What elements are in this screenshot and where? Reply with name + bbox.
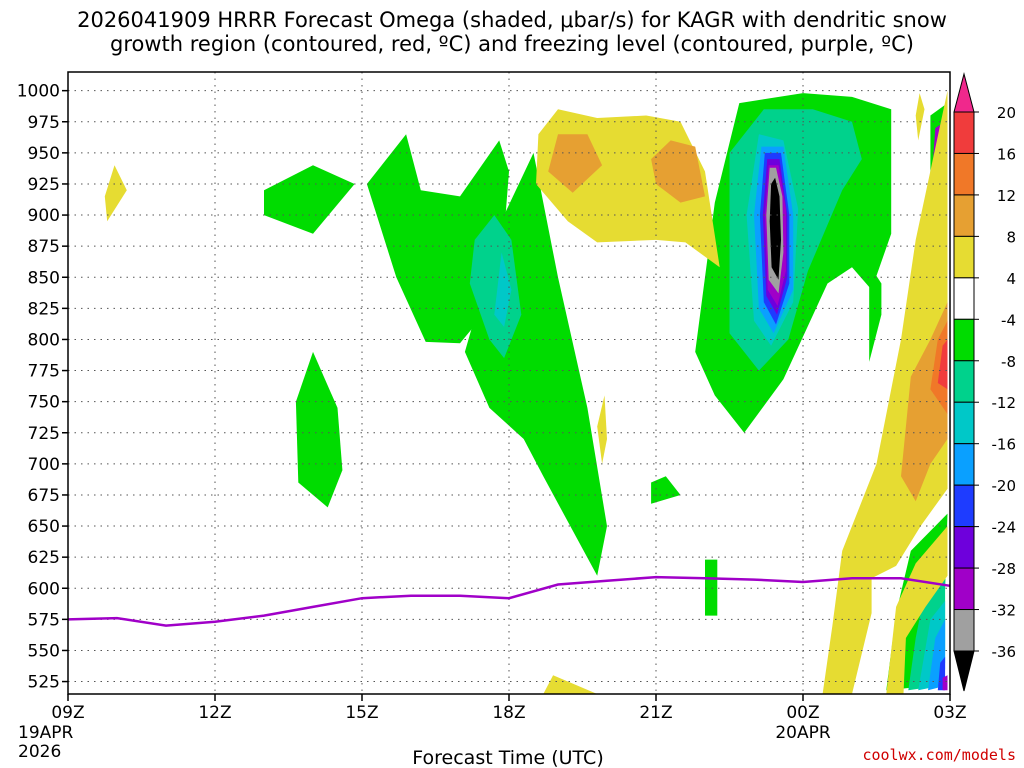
colorbar-tick-label: -4	[1001, 311, 1016, 329]
omega-yellow-f	[886, 526, 948, 694]
y-tick-label: 700	[28, 455, 60, 475]
x-tick-label: 21Z	[639, 703, 672, 723]
colorbar-tick-label: 16	[997, 145, 1016, 163]
y-tick-label: 875	[28, 237, 60, 257]
omega-shading	[104, 90, 948, 694]
y-tick-label: 900	[28, 206, 60, 226]
x-tick-label: 15Z	[345, 703, 378, 723]
x-tick-label: 03Z	[933, 703, 966, 723]
omega-red	[937, 339, 948, 390]
omega-redorange	[560, 140, 571, 172]
omega-dkorange	[930, 320, 948, 415]
chart-title-line-1: 2026041909 HRRR Forecast Omega (shaded, …	[77, 8, 947, 32]
colorbar-tick-label: -20	[992, 477, 1017, 495]
colorbar-tick-label: 4	[1006, 270, 1016, 288]
omega-teal-a	[469, 215, 522, 359]
colorbar-swatch	[953, 526, 975, 569]
y-tick-label: 1000	[17, 82, 60, 102]
colorbar-swatch	[953, 360, 975, 403]
colorbar-swatch	[953, 277, 975, 320]
y-tick-label: 775	[28, 362, 60, 382]
y-axis: 525 550 575 600 625 650 675 700 725 750 775 800 825 8…	[17, 82, 68, 693]
contour-lines	[67, 575, 951, 627]
colorbar-tick-label: -16	[992, 436, 1017, 454]
colorbar-swatch	[953, 567, 975, 611]
y-tick-label: 825	[28, 299, 60, 319]
omega-orange-b	[651, 140, 705, 203]
colorbar-swatch	[953, 318, 975, 362]
gridlines	[67, 72, 951, 694]
y-tick-label: 850	[28, 268, 60, 288]
y-tick-label: 750	[28, 393, 60, 413]
omega-yellow-c	[597, 395, 607, 464]
colorbar-swatch	[953, 152, 975, 196]
colorbar-tick-label: -36	[992, 643, 1017, 661]
y-tick-label: 950	[28, 144, 60, 164]
colorbar-bottom-arrow	[953, 650, 975, 692]
colorbar-swatch	[953, 443, 975, 486]
colorbar-swatch	[953, 609, 975, 652]
colorbar-tick-label: -8	[1001, 353, 1016, 371]
x-tick-label: 12Z	[198, 703, 231, 723]
omega-green-a	[295, 351, 343, 508]
colorbar-tick-label: -12	[992, 394, 1017, 412]
colorbar: 20 16 12 8 4 -4 -8 -12 -16 -20 -24 -28 -32 -36	[953, 72, 1017, 692]
y-tick-label: 600	[28, 579, 60, 599]
omega-cyan-a	[494, 252, 512, 327]
x-tick-label: 00Z	[786, 703, 819, 723]
colorbar-top-arrow	[953, 72, 975, 113]
omega-purple-c	[942, 675, 948, 691]
x-tick-label: 09Z	[51, 703, 84, 723]
x-tick-sublabel: 20APR	[775, 723, 831, 743]
omega-green-b	[264, 165, 355, 234]
colorbar-tick-label: 20	[997, 104, 1016, 122]
x-tick-label: 18Z	[492, 703, 525, 723]
colorbar-swatch	[953, 111, 975, 154]
x-axis-label: Forecast Time (UTC)	[412, 747, 603, 768]
y-tick-label: 625	[28, 548, 60, 568]
y-tick-label: 800	[28, 330, 60, 350]
colorbar-tick-label: 8	[1006, 228, 1016, 246]
y-tick-label: 725	[28, 424, 60, 444]
colorbar-tick-label: -24	[992, 519, 1017, 537]
omega-yellow-e	[822, 90, 948, 694]
y-tick-label: 575	[28, 610, 60, 630]
omega-green-h	[869, 264, 882, 362]
colorbar-swatch	[953, 401, 975, 445]
y-tick-label: 650	[28, 517, 60, 537]
credit-text[interactable]: coolwx.com/models	[862, 746, 1016, 764]
y-tick-label: 975	[28, 113, 60, 133]
y-tick-label: 925	[28, 175, 60, 195]
colorbar-tick-label: 12	[997, 187, 1016, 205]
omega-yellow-g	[915, 93, 925, 141]
omega-region-group	[104, 90, 948, 694]
y-tick-label: 525	[28, 673, 60, 693]
y-tick-label: 675	[28, 486, 60, 506]
omega-green-f	[705, 559, 718, 616]
omega-black	[769, 177, 781, 280]
omega-yellow-a	[104, 165, 127, 222]
colorbar-swatch	[953, 484, 975, 528]
y-tick-label: 550	[28, 641, 60, 661]
omega-yellow-b	[543, 675, 598, 694]
freezing-level-line	[67, 575, 951, 627]
colorbar-swatch	[953, 194, 975, 237]
colorbar-tick-label: -28	[992, 560, 1017, 578]
x-tick-sublabel: 19APR	[18, 723, 74, 743]
omega-green-e	[651, 476, 681, 504]
x-tick-sublabel: 2026	[18, 742, 61, 762]
omega-orange-c	[901, 302, 948, 502]
colorbar-tick-label: -32	[992, 602, 1017, 620]
colorbar-swatch	[953, 235, 975, 279]
chart-title-line-2: growth region (contoured, red, ºC) and f…	[110, 32, 914, 56]
